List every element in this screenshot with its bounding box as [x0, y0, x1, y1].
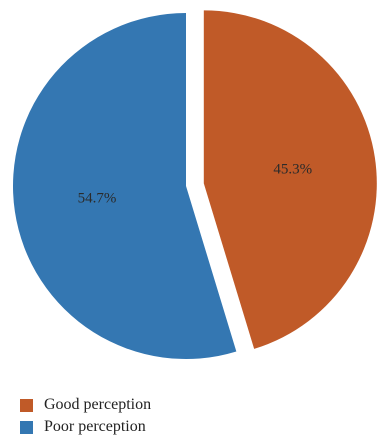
pie-slice-poor-perception [12, 13, 237, 360]
pie-label-poor-perception: 54.7% [78, 191, 117, 207]
legend-item-good-perception: Good perception [20, 394, 151, 416]
legend-label-good-perception: Good perception [44, 396, 152, 413]
legend-item-poor-perception: Poor perception [20, 416, 151, 438]
legend-swatch-good-perception [20, 398, 33, 412]
pie-chart: 45.3% 54.7% [12, 10, 377, 360]
legend-label-poor-perception: Poor perception [44, 418, 146, 435]
pie-slice-good-perception [203, 10, 377, 349]
pie-chart-svg: 45.3% 54.7% [12, 10, 377, 360]
legend-swatch-poor-perception [20, 420, 33, 434]
legend: Good perception Poor perception [20, 394, 151, 438]
pie-label-good-perception: 45.3% [273, 162, 312, 178]
